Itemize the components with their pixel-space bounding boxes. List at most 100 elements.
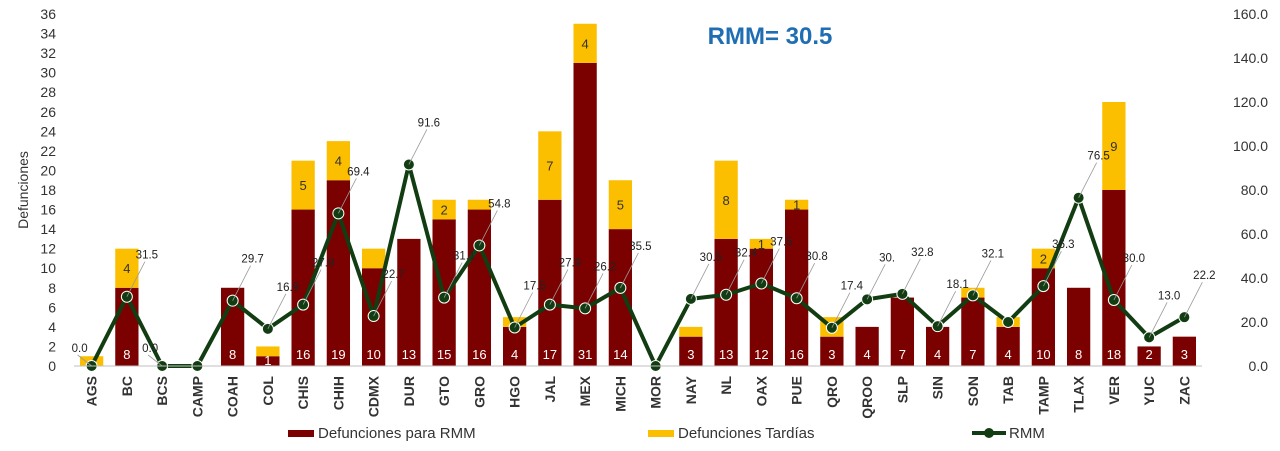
bar-label-rmm: 4 [934, 347, 941, 362]
y2-tick-label: 0.0 [1249, 358, 1269, 374]
bar-label-rmm: 16 [296, 347, 310, 362]
bar-defunciones-tardias [326, 141, 351, 181]
x-tick-label: TAB [1000, 376, 1016, 404]
rmm-leader-line [1043, 250, 1062, 287]
rmm-value-label: 69.4 [347, 166, 370, 178]
rmm-leader-line [479, 210, 498, 246]
x-tick-label: QRO [824, 376, 840, 408]
bar-defunciones-tardias [115, 248, 139, 288]
bar-label-tardias: 1 [793, 198, 800, 213]
x-axis: AGS BC BCS CAMP COAH COL CHIS CHIH CDMX DUR GTO GRO… [74, 365, 1202, 419]
bar-defunciones-tardias [714, 160, 738, 239]
rmm-leader-line [267, 293, 287, 330]
bar-defunciones-tardias [1102, 102, 1126, 190]
rmm-series-line [89, 162, 1186, 368]
rmm-leader-line [690, 263, 710, 300]
rmm-value-label: 17.4 [841, 281, 864, 293]
rmm-value-label: 22.7 [382, 269, 404, 281]
y2-tick-label: 60.0 [1241, 226, 1268, 242]
bar-label-rmm: 16 [472, 347, 486, 362]
bar-label-tardias: 2 [1040, 251, 1047, 266]
bar-label-tardias: 5 [300, 178, 307, 193]
rmm-labels-layer: 0.031.50.029.716.927.969.422.791.631.154… [72, 117, 1216, 367]
x-tick-label: HGO [507, 376, 523, 408]
rmm-leader-line [902, 258, 921, 295]
bar-label-tardias: 7 [546, 159, 553, 174]
bar-label-rmm: 4 [864, 347, 871, 362]
rmm-leader-line [1184, 281, 1203, 318]
y-tick-label: 24 [40, 123, 56, 139]
bar-label-rmm: 12 [754, 347, 768, 362]
y-tick-label: 2 [48, 338, 56, 354]
y-tick-label: 30 [40, 65, 56, 81]
x-tick-label: OAX [753, 375, 769, 406]
bar-label-rmm: 14 [613, 347, 627, 362]
chart-title: RMM= 30.5 [708, 23, 833, 50]
rmm-value-label: 27.9 [312, 258, 334, 270]
rmm-value-label: 0.0 [72, 343, 88, 355]
y2-tick-label: 80.0 [1241, 182, 1268, 198]
bar-label-rmm: 8 [1075, 347, 1082, 362]
y-tick-label: 32 [40, 45, 56, 61]
bar-defunciones-rmm [467, 209, 492, 366]
bar-defunciones-tardias [291, 160, 315, 210]
x-tick-label: COL [260, 376, 276, 406]
x-tick-label: GTO [436, 376, 452, 406]
bar-defunciones-rmm [784, 209, 809, 366]
x-tick-label: ZAC [1176, 376, 1192, 405]
rmm-leader-line [408, 129, 428, 165]
x-tick-label: BCS [154, 376, 170, 406]
bar-label-rmm: 2 [1146, 347, 1153, 362]
y-tick-label: 26 [40, 104, 56, 120]
bar-defunciones-rmm [397, 238, 421, 366]
bar-label-rmm: 13 [402, 347, 416, 362]
rmm-leader-line [302, 269, 322, 305]
x-tick-label: PUE [789, 376, 805, 405]
x-tick-label: CHIH [330, 376, 346, 410]
bar-label-rmm: 10 [1036, 347, 1050, 362]
legend: Defunciones para RMM Defunciones Tardías R… [288, 425, 1045, 442]
bar-label-tardias: 5 [617, 198, 624, 213]
bar-label-tardias: 4 [335, 154, 342, 169]
rmm-leader-line [126, 261, 146, 297]
bar-defunciones-rmm [1102, 190, 1126, 366]
bar-label-rmm: 8 [229, 347, 236, 362]
rmm-value-label: 30.5 [700, 252, 722, 264]
y-axis-right: 0.0 20.0 40.0 60.0 80.0 100.0 120.0 140.0 160.0 [1233, 6, 1268, 374]
bar-label-rmm: 1 [264, 353, 271, 368]
bar-defunciones-tardias [538, 131, 562, 200]
bar-defunciones-rmm [820, 336, 844, 366]
rmm-value-label: 32.1 [982, 248, 1004, 260]
rmm-value-label: 30. [879, 252, 895, 264]
y-tick-label: 28 [40, 84, 56, 100]
y2-tick-label: 140.0 [1233, 50, 1268, 66]
rmm-point [1002, 316, 1015, 328]
rmm-leader-line [232, 265, 251, 301]
rmm-value-label: 26.2 [594, 261, 616, 273]
y-tick-label: 12 [40, 241, 56, 257]
bar-label-tardias: 8 [723, 193, 730, 208]
y-tick-label: 14 [40, 221, 56, 237]
bar-defunciones-tardias [256, 346, 280, 357]
rmm-value-label: 22.2 [1193, 270, 1215, 282]
rmm-leader-line [1113, 264, 1133, 301]
x-tick-label: JAL [542, 376, 558, 403]
rmm-leader-line [1078, 162, 1097, 198]
bar-label-rmm: 8 [123, 347, 130, 362]
x-tick-label: MEX [577, 375, 593, 406]
rmm-leader-line [796, 263, 815, 299]
bar-defunciones-rmm [1137, 346, 1161, 366]
rmm-leader-line [147, 354, 163, 367]
bar-label-rmm: 4 [511, 347, 518, 362]
bar-defunciones-rmm [538, 199, 562, 366]
x-tick-label: CDMX [366, 375, 382, 417]
x-tick-label: AGS [84, 376, 100, 406]
y2-tick-label: 120.0 [1233, 94, 1268, 110]
rmm-value-label: 32.4 [735, 248, 758, 260]
bar-label-tardias: 4 [582, 36, 589, 51]
rmm-value-label: 31.5 [136, 250, 158, 262]
bar-label-rmm: 10 [366, 347, 380, 362]
